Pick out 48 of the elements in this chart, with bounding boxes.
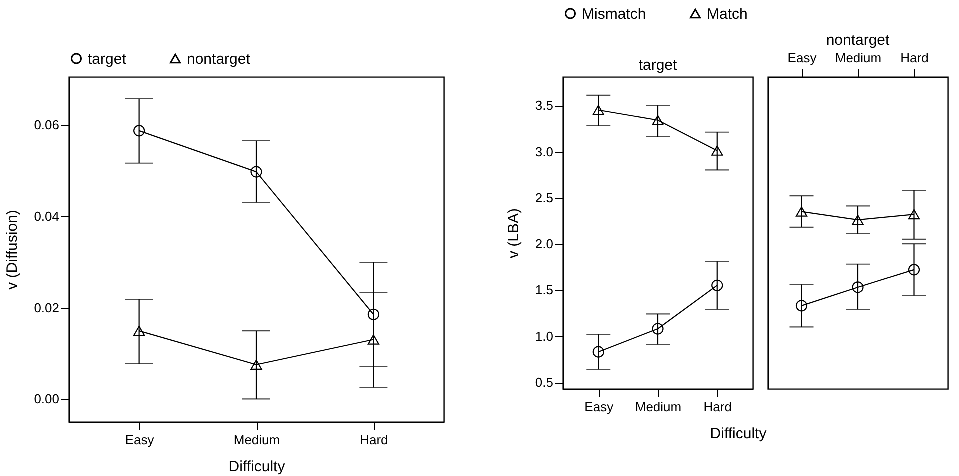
point xyxy=(852,214,864,226)
chart-title: nontarget xyxy=(826,32,891,49)
point xyxy=(712,146,724,156)
y-tick-label: 0.04 xyxy=(34,208,60,224)
point xyxy=(134,326,146,336)
point xyxy=(368,308,380,320)
point xyxy=(592,346,604,358)
y-tick-label: 0.02 xyxy=(34,300,60,316)
x-axis-title: Difficulty xyxy=(228,458,286,476)
y-axis-title: v (LBA) xyxy=(505,208,522,259)
point xyxy=(796,300,808,312)
x-tick-label: Hard xyxy=(704,400,732,414)
legend-label: Mismatch xyxy=(582,6,646,23)
point xyxy=(712,280,724,292)
y-tick-label: 3.0 xyxy=(535,144,554,160)
y-axis-title: v (Diffusion) xyxy=(4,210,22,290)
x-tick-label: Medium xyxy=(635,400,682,414)
y-tick-label: 2.5 xyxy=(535,190,554,206)
point xyxy=(134,125,146,137)
x-tick-label: Hard xyxy=(900,50,929,66)
x-tick-label: Easy xyxy=(584,400,614,414)
y-tick-label: 1.0 xyxy=(535,328,554,344)
x-tick-label: Medium xyxy=(835,50,882,66)
y-tick-label: 3.5 xyxy=(535,98,554,114)
point xyxy=(250,360,262,370)
legend-label: Match xyxy=(707,6,748,23)
x-tick-label: Easy xyxy=(125,432,155,448)
x-axis-title: Difficulty xyxy=(710,426,768,442)
chart-title: target xyxy=(638,57,678,74)
y-tick-label: 1.5 xyxy=(535,282,554,298)
point xyxy=(592,105,604,116)
point xyxy=(908,209,920,220)
y-tick-label: 0.5 xyxy=(535,375,554,390)
y-tick-label: 2.0 xyxy=(535,236,554,252)
x-tick-label: Hard xyxy=(360,432,388,448)
point xyxy=(250,166,262,178)
y-tick-label: 0.00 xyxy=(34,392,60,407)
point xyxy=(652,115,664,126)
point xyxy=(368,334,380,345)
point xyxy=(796,206,808,217)
point xyxy=(652,323,664,335)
legend-label: target xyxy=(88,50,128,68)
legend-label: nontarget xyxy=(187,50,252,68)
x-tick-label: Easy xyxy=(788,50,818,66)
x-tick-label: Medium xyxy=(234,432,280,448)
point xyxy=(852,282,864,294)
point xyxy=(908,264,920,276)
y-tick-label: 0.06 xyxy=(34,117,60,132)
